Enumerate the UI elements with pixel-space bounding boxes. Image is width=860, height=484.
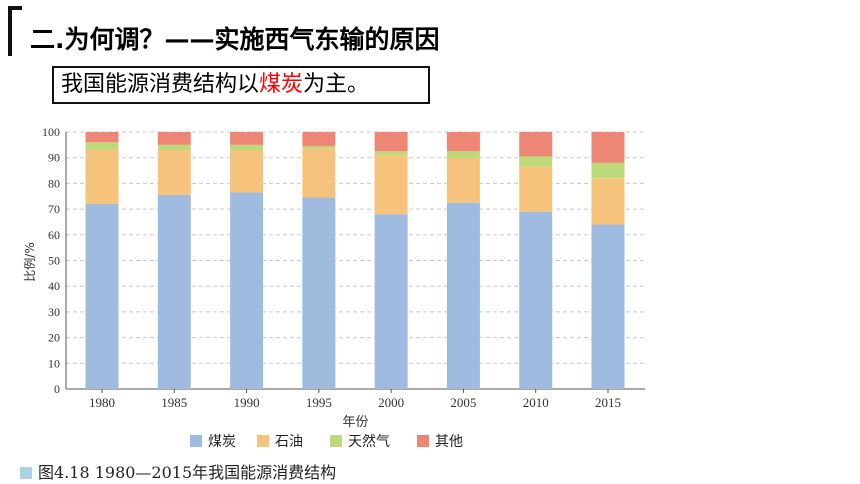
y-tick-label: 100: [42, 125, 60, 139]
bar-segment: [157, 194, 191, 389]
figure-caption: 图4.18 1980—2015年我国能源消费结构: [20, 459, 336, 483]
bar-segment: [157, 132, 191, 145]
x-tick-label: 1995: [306, 395, 332, 410]
x-tick-label: 2000: [378, 395, 404, 410]
bar-segment: [302, 197, 336, 389]
x-tick-label: 1985: [161, 395, 187, 410]
slide-title: 二.为何调？——实施西气东输的原因: [30, 25, 440, 54]
legend-label: 其他: [435, 434, 463, 450]
bar-segment: [374, 132, 408, 152]
bar-segment: [519, 166, 553, 212]
bar-segment: [230, 144, 264, 150]
bar-segment: [591, 132, 625, 163]
x-tick-label: 1990: [234, 395, 260, 410]
y-tick-label: 30: [48, 305, 60, 319]
bar-segment: [591, 178, 625, 225]
bar-segment: [519, 211, 553, 389]
bar-segment: [446, 132, 480, 152]
bar-segment: [85, 132, 119, 143]
x-tick-label: 2005: [450, 395, 476, 410]
y-tick-label: 70: [48, 202, 60, 216]
bar-segment: [374, 151, 408, 156]
legend-label: 煤炭: [208, 434, 236, 450]
y-tick-label: 50: [48, 254, 60, 268]
bar-segment: [519, 132, 553, 157]
y-tick-label: 40: [48, 279, 60, 293]
legend-label: 石油: [275, 434, 303, 450]
bar-segment: [374, 214, 408, 389]
legend-label: 天然气: [348, 433, 390, 450]
x-axis-label: 年份: [342, 415, 368, 430]
subtitle-suffix: 为主。: [303, 72, 370, 97]
bar-segment: [374, 155, 408, 215]
y-tick-label: 10: [48, 356, 60, 370]
bar-segment: [446, 157, 480, 203]
bar-segment: [85, 149, 119, 204]
bar-segment: [85, 142, 119, 150]
y-tick-label: 80: [48, 176, 60, 190]
x-tick-label: 2010: [523, 395, 549, 410]
legend-swatch: [257, 435, 269, 447]
bar-segment: [302, 148, 336, 198]
title-bracket-decoration: [8, 6, 22, 56]
legend-swatch: [330, 435, 342, 447]
bar-segment: [230, 192, 264, 389]
bar-segment: [230, 132, 264, 145]
legend-swatch: [417, 435, 429, 447]
bar-segment: [446, 202, 480, 389]
bar-segment: [591, 224, 625, 389]
legend-swatch: [190, 435, 202, 447]
bar-segment: [157, 144, 191, 150]
caption-text: 图4.18 1980—2015年我国能源消费结构: [38, 463, 337, 482]
subtitle-box: 我国能源消费结构以煤炭为主。: [52, 66, 430, 104]
subtitle-prefix: 我国能源消费结构以: [61, 72, 260, 97]
bar-segment: [157, 149, 191, 195]
caption-square-icon: [20, 467, 32, 479]
y-axis-label: 比例/%: [23, 242, 37, 281]
y-tick-label: 60: [48, 228, 60, 242]
bar-segment: [302, 132, 336, 147]
y-tick-label: 20: [48, 331, 60, 345]
bar-segment: [85, 203, 119, 389]
x-tick-label: 1980: [89, 395, 115, 410]
bar-segment: [519, 156, 553, 167]
bar-segment: [446, 151, 480, 158]
bar-segment: [302, 146, 336, 149]
y-tick-label: 0: [54, 382, 60, 396]
y-tick-label: 90: [48, 151, 60, 165]
bar-segment: [591, 162, 625, 179]
x-tick-label: 2015: [595, 395, 621, 410]
subtitle-highlight: 煤炭: [259, 72, 304, 97]
bar-segment: [230, 149, 264, 193]
